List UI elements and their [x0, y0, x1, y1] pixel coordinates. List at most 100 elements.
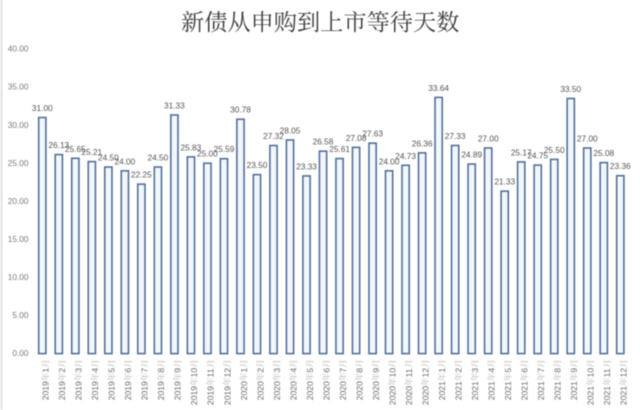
svg-text:25.21: 25.21 — [81, 147, 102, 157]
svg-text:9: 9 — [569, 368, 579, 373]
svg-text:2020: 2020 — [255, 381, 265, 400]
svg-text:33.64: 33.64 — [428, 83, 449, 93]
svg-text:24.50: 24.50 — [148, 153, 169, 163]
svg-text:2021: 2021 — [437, 381, 447, 400]
svg-text:25.17: 25.17 — [511, 147, 532, 157]
svg-text:11: 11 — [206, 368, 216, 377]
svg-text:24.89: 24.89 — [461, 150, 482, 160]
svg-text:2: 2 — [255, 368, 265, 373]
svg-text:27.63: 27.63 — [362, 129, 383, 139]
svg-text:2020: 2020 — [338, 381, 348, 400]
svg-text:27.33: 27.33 — [445, 131, 466, 141]
svg-text:2020: 2020 — [404, 386, 414, 405]
svg-text:20.00: 20.00 — [8, 196, 29, 206]
svg-text:11: 11 — [602, 368, 612, 377]
svg-text:24.00: 24.00 — [379, 156, 400, 166]
svg-text:2020: 2020 — [288, 381, 298, 400]
svg-text:26.58: 26.58 — [313, 137, 334, 147]
svg-text:6: 6 — [321, 368, 331, 373]
svg-text:8: 8 — [553, 368, 563, 373]
svg-text:2020: 2020 — [272, 381, 282, 400]
svg-text:27.32: 27.32 — [263, 131, 284, 141]
svg-text:25.61: 25.61 — [329, 144, 350, 154]
svg-text:8: 8 — [156, 368, 166, 373]
svg-text:0.00: 0.00 — [12, 348, 29, 358]
svg-text:2019: 2019 — [74, 381, 84, 400]
svg-text:2019: 2019 — [222, 386, 232, 405]
svg-text:6: 6 — [123, 368, 133, 373]
svg-text:24.50: 24.50 — [98, 153, 119, 163]
svg-text:5: 5 — [305, 368, 315, 373]
svg-text:2021: 2021 — [569, 381, 579, 400]
svg-text:2021: 2021 — [520, 381, 530, 400]
svg-text:26.13: 26.13 — [48, 140, 69, 150]
svg-text:2021: 2021 — [602, 386, 612, 405]
svg-text:25.00: 25.00 — [8, 158, 29, 168]
svg-text:25.83: 25.83 — [181, 142, 202, 152]
svg-text:12: 12 — [619, 368, 629, 378]
svg-text:25.65: 25.65 — [65, 144, 86, 154]
svg-text:10.00: 10.00 — [8, 272, 29, 282]
svg-text:2020: 2020 — [371, 381, 381, 400]
svg-text:22.25: 22.25 — [131, 170, 152, 180]
svg-text:2019: 2019 — [57, 381, 67, 400]
svg-text:3: 3 — [470, 368, 480, 373]
svg-text:15.00: 15.00 — [8, 234, 29, 244]
svg-text:2021: 2021 — [470, 381, 480, 400]
svg-text:23.33: 23.33 — [296, 161, 317, 171]
svg-text:5.00: 5.00 — [12, 310, 29, 320]
svg-text:27.00: 27.00 — [577, 134, 598, 144]
svg-text:2: 2 — [453, 368, 463, 373]
svg-text:2019: 2019 — [90, 381, 100, 400]
svg-text:2019: 2019 — [156, 381, 166, 400]
svg-text:2020: 2020 — [321, 381, 331, 400]
svg-text:2019: 2019 — [123, 381, 133, 400]
svg-text:30.00: 30.00 — [8, 120, 29, 130]
svg-text:30.78: 30.78 — [230, 105, 251, 115]
svg-text:27.00: 27.00 — [478, 134, 499, 144]
svg-text:2021: 2021 — [503, 381, 513, 400]
svg-text:31.00: 31.00 — [32, 103, 53, 113]
svg-text:1: 1 — [437, 368, 447, 373]
svg-text:2021: 2021 — [619, 386, 629, 405]
svg-text:2021: 2021 — [453, 381, 463, 400]
svg-text:2021: 2021 — [536, 381, 546, 400]
svg-text:31.33: 31.33 — [164, 101, 185, 111]
svg-text:24.73: 24.73 — [395, 151, 416, 161]
svg-text:40.00: 40.00 — [8, 44, 29, 54]
svg-text:2021: 2021 — [486, 381, 496, 400]
svg-text:4: 4 — [90, 368, 100, 373]
svg-text:2020: 2020 — [305, 381, 315, 400]
svg-text:25.00: 25.00 — [197, 149, 218, 159]
svg-text:2019: 2019 — [107, 381, 117, 400]
svg-text:35.00: 35.00 — [8, 82, 29, 92]
svg-text:2: 2 — [57, 368, 67, 373]
svg-text:12: 12 — [420, 368, 430, 378]
svg-text:2020: 2020 — [239, 381, 249, 400]
svg-text:12: 12 — [222, 368, 232, 378]
svg-text:4: 4 — [288, 368, 298, 373]
svg-text:2021: 2021 — [553, 381, 563, 400]
svg-text:2020: 2020 — [354, 381, 364, 400]
svg-text:2020: 2020 — [420, 386, 430, 405]
svg-text:11: 11 — [404, 368, 414, 377]
svg-text:9: 9 — [173, 368, 183, 373]
svg-text:10: 10 — [586, 368, 596, 378]
svg-text:24.75: 24.75 — [527, 151, 548, 161]
svg-text:10: 10 — [189, 368, 199, 378]
svg-text:25.59: 25.59 — [214, 144, 235, 154]
svg-text:2020: 2020 — [387, 386, 397, 405]
svg-text:26.36: 26.36 — [412, 138, 433, 148]
svg-text:10: 10 — [387, 368, 397, 378]
svg-text:24.00: 24.00 — [115, 156, 136, 166]
svg-text:23.36: 23.36 — [610, 161, 631, 171]
svg-text:25.50: 25.50 — [544, 145, 565, 155]
svg-text:2019: 2019 — [189, 386, 199, 405]
svg-text:1: 1 — [41, 368, 51, 373]
svg-text:2019: 2019 — [173, 381, 183, 400]
svg-text:9: 9 — [371, 368, 381, 373]
svg-text:2019: 2019 — [41, 381, 51, 400]
svg-text:7: 7 — [338, 368, 348, 373]
svg-text:2019: 2019 — [206, 386, 216, 405]
svg-text:3: 3 — [272, 368, 282, 373]
